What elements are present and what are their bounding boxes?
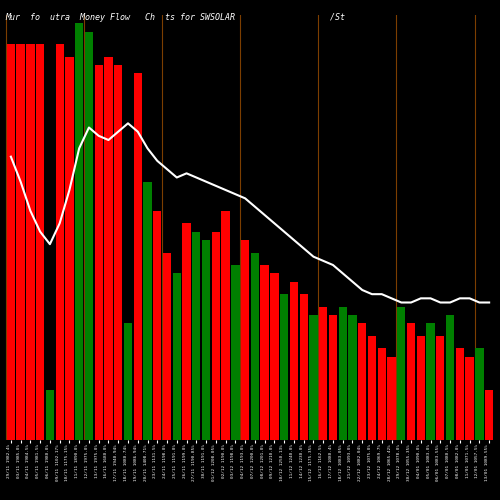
Bar [192,232,200,440]
Bar [475,348,484,440]
Bar [456,348,464,440]
Bar [397,306,406,440]
Bar [250,252,259,440]
Bar [260,265,269,440]
Bar [163,252,171,440]
Bar [46,390,54,440]
Bar [202,240,210,440]
Bar [280,294,288,440]
Bar [426,324,434,440]
Bar [416,336,425,440]
Bar [75,24,84,440]
Bar [290,282,298,440]
Bar [388,356,396,440]
Bar [222,211,230,440]
Bar [36,44,44,440]
Bar [114,65,122,440]
Bar [329,315,337,440]
Bar [56,44,64,440]
Bar [231,265,239,440]
Text: Mur  fo  utra  Money Flow   Ch  ts for SWSOLAR                   /St            : Mur fo utra Money Flow Ch ts for SWSOLAR… [5,12,500,22]
Bar [241,240,250,440]
Bar [407,324,415,440]
Bar [436,336,444,440]
Bar [310,315,318,440]
Bar [348,315,356,440]
Bar [319,306,328,440]
Bar [270,274,278,440]
Bar [446,315,454,440]
Bar [124,324,132,440]
Bar [104,56,112,440]
Bar [358,324,366,440]
Bar [485,390,494,440]
Bar [153,211,162,440]
Bar [378,348,386,440]
Bar [85,32,93,440]
Bar [212,232,220,440]
Bar [144,182,152,440]
Bar [466,356,474,440]
Bar [368,336,376,440]
Bar [338,306,347,440]
Bar [134,74,142,440]
Bar [26,44,34,440]
Bar [16,44,25,440]
Bar [6,44,15,440]
Bar [300,294,308,440]
Bar [94,65,103,440]
Bar [172,274,181,440]
Bar [66,56,74,440]
Bar [182,224,190,440]
